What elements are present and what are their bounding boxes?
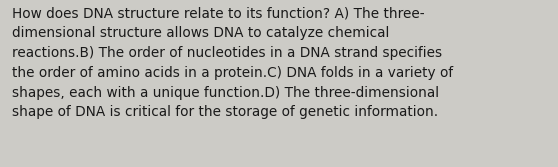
- Text: How does DNA structure relate to its function? A) The three-
dimensional structu: How does DNA structure relate to its fun…: [12, 7, 454, 119]
